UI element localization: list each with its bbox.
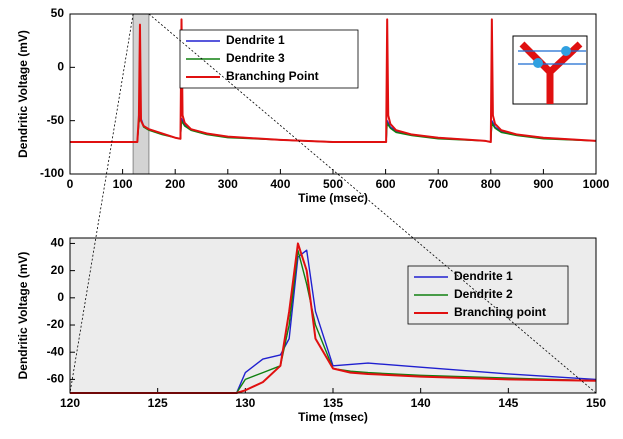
legend-label: Branching Point [226, 69, 319, 83]
inset-branch [519, 41, 583, 104]
legend-label: Dendrite 1 [454, 269, 513, 283]
y-axis-label: Dendritic Voltage (mV) [16, 252, 30, 380]
y-tick-label: 50 [51, 6, 65, 20]
x-axis-label: Time (msec) [298, 410, 368, 424]
y-tick-label: -60 [47, 372, 65, 386]
inset-electrode [561, 46, 571, 56]
x-tick-label: 125 [148, 396, 168, 410]
x-tick-label: 600 [376, 177, 396, 191]
legend-label: Dendrite 3 [226, 51, 285, 65]
y-tick-label: 0 [57, 290, 64, 304]
x-axis-label: Time (msec) [298, 191, 368, 205]
x-tick-label: 120 [60, 396, 80, 410]
legend-label: Branching point [454, 305, 546, 319]
x-tick-label: 100 [113, 177, 133, 191]
x-tick-label: 900 [533, 177, 553, 191]
legend-label: Dendrite 2 [454, 287, 513, 301]
legend: Dendrite 1 Dendrite 3 Branching Point [179, 29, 359, 89]
inset-diagram [512, 35, 588, 105]
y-tick-label: 0 [57, 60, 64, 74]
x-tick-label: 400 [270, 177, 290, 191]
series-line [70, 18, 597, 143]
series-line [70, 242, 597, 394]
zoom-connector [69, 13, 134, 394]
x-tick-label: 150 [586, 396, 606, 410]
x-tick-label: 700 [428, 177, 448, 191]
series-line [70, 249, 597, 394]
x-tick-label: 140 [411, 396, 431, 410]
x-tick-label: 800 [481, 177, 501, 191]
x-tick-label: 500 [323, 177, 343, 191]
y-tick-label: 20 [51, 263, 65, 277]
x-tick-label: 135 [323, 396, 343, 410]
y-axis-label: Dendritic Voltage (mV) [16, 30, 30, 158]
x-tick-label: 200 [165, 177, 185, 191]
y-tick-label: 40 [51, 236, 65, 250]
plot-frame [69, 237, 597, 394]
y-tick-label: -50 [47, 113, 65, 127]
x-tick-label: 0 [67, 177, 74, 191]
legend-label: Dendrite 1 [226, 33, 285, 47]
y-tick-label: -40 [47, 344, 65, 358]
x-tick-label: 300 [218, 177, 238, 191]
inset-electrode [533, 58, 543, 68]
series-line [70, 249, 597, 394]
y-tick-label: -100 [40, 166, 64, 180]
zoom-connector [148, 13, 597, 394]
plot-frame [69, 13, 597, 175]
y-tick-label: -20 [47, 317, 65, 331]
x-tick-label: 145 [498, 396, 518, 410]
x-tick-label: 130 [235, 396, 255, 410]
legend: Dendrite 1 Dendrite 2 Branching point [407, 265, 569, 325]
x-tick-label: 1000 [583, 177, 610, 191]
